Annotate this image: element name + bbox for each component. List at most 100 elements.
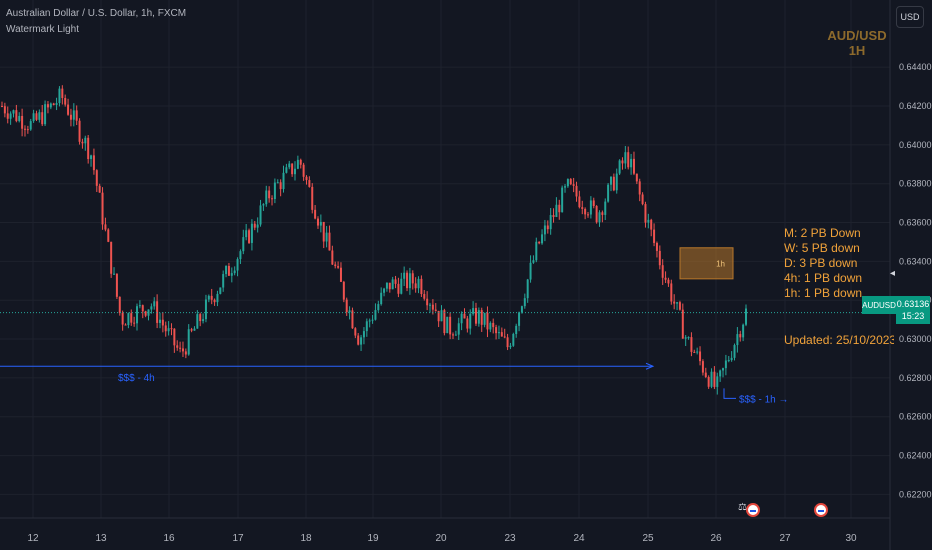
- candle: [587, 211, 590, 218]
- candle-body: [403, 272, 406, 279]
- watermark: AUD/USD 1H: [826, 28, 888, 58]
- candle: [572, 177, 575, 193]
- candle: [233, 266, 236, 276]
- candle: [227, 262, 230, 277]
- candle-body: [687, 337, 690, 339]
- candle: [190, 327, 193, 333]
- candle-body: [466, 318, 469, 329]
- candle: [328, 225, 331, 251]
- candle-body: [345, 299, 348, 313]
- candle-body: [107, 229, 110, 242]
- candle-body: [644, 204, 647, 223]
- candle-body: [512, 333, 515, 346]
- candle-body: [81, 141, 84, 144]
- candle: [523, 293, 526, 309]
- symbol-price-label: AUDUSD: [862, 296, 896, 314]
- candle-body: [213, 299, 216, 303]
- candle-body: [153, 301, 156, 307]
- candle: [650, 218, 653, 237]
- candle-body: [325, 232, 328, 242]
- candle: [90, 154, 93, 167]
- candle: [512, 332, 515, 347]
- candle: [26, 125, 29, 134]
- candle-body: [408, 273, 411, 289]
- candle: [130, 309, 133, 326]
- candle: [248, 228, 251, 245]
- candle: [411, 270, 414, 290]
- candle: [273, 178, 276, 204]
- candle-body: [130, 313, 133, 323]
- candle-body: [64, 97, 67, 105]
- candle-body: [690, 337, 693, 352]
- candle: [437, 310, 440, 328]
- level-label-1h: $$$ - 1h →: [739, 394, 788, 405]
- liquidity-level-1h: [723, 388, 736, 399]
- candle-body: [95, 170, 98, 186]
- candle: [299, 158, 302, 169]
- price-tick-label: 0.62200: [899, 489, 932, 499]
- candle: [655, 241, 658, 258]
- candle-body: [598, 212, 601, 223]
- candle-body: [572, 184, 575, 186]
- symbol-title[interactable]: Australian Dollar / U.S. Dollar, 1h, FXC…: [6, 8, 187, 19]
- candle: [492, 318, 495, 334]
- candle: [236, 257, 239, 277]
- candle-body: [219, 287, 222, 294]
- bar-countdown: 15:23: [901, 311, 925, 321]
- candle-body: [204, 299, 207, 320]
- candle: [607, 183, 610, 203]
- candle-body: [443, 310, 446, 334]
- candle: [176, 340, 179, 351]
- candle-body: [18, 115, 21, 122]
- candle-body: [647, 219, 650, 223]
- candle: [46, 101, 49, 114]
- candle: [52, 102, 55, 106]
- candle: [210, 288, 213, 305]
- candle-body: [713, 371, 716, 387]
- level-label-4h: $$$ - 4h: [118, 373, 155, 384]
- candle: [222, 270, 225, 292]
- candle-body: [207, 295, 210, 300]
- candle: [736, 327, 739, 353]
- candle: [489, 321, 492, 333]
- candle: [535, 237, 538, 263]
- candle: [460, 311, 463, 331]
- candle: [179, 341, 182, 353]
- candle: [213, 298, 216, 306]
- currency-button[interactable]: USD: [896, 6, 924, 28]
- candle: [87, 135, 90, 164]
- candle-body: [230, 273, 233, 276]
- candle: [67, 98, 70, 116]
- candle-body: [719, 370, 722, 377]
- candle-body: [44, 104, 47, 125]
- candle-body: [486, 312, 489, 330]
- candle-body: [233, 270, 236, 274]
- us-flag-event-icon[interactable]: [814, 503, 828, 517]
- candle-body: [239, 251, 242, 260]
- candle-body: [193, 328, 196, 331]
- candle: [81, 138, 84, 149]
- candle-body: [434, 309, 437, 311]
- candle-body: [268, 190, 271, 199]
- supply-zone-box: [679, 247, 734, 280]
- us-flag-event-icon[interactable]: [746, 503, 760, 517]
- candle-body: [305, 176, 308, 181]
- indicator-name[interactable]: Watermark Light: [6, 24, 79, 35]
- candle-body: [158, 319, 161, 323]
- candle: [684, 335, 687, 346]
- candle: [414, 277, 417, 293]
- candle: [696, 347, 699, 355]
- candle-body: [566, 179, 569, 187]
- candle: [294, 161, 297, 181]
- candle-body: [124, 324, 127, 326]
- candle-body: [15, 110, 18, 122]
- candle: [141, 304, 144, 319]
- economic-event-icon[interactable]: ⚖: [738, 502, 747, 513]
- last-price-value: 0.63136: [896, 299, 930, 309]
- candle-body: [699, 351, 702, 362]
- candle-body: [161, 319, 164, 326]
- candle-body: [288, 163, 291, 168]
- candle: [337, 261, 340, 269]
- candle: [541, 229, 544, 245]
